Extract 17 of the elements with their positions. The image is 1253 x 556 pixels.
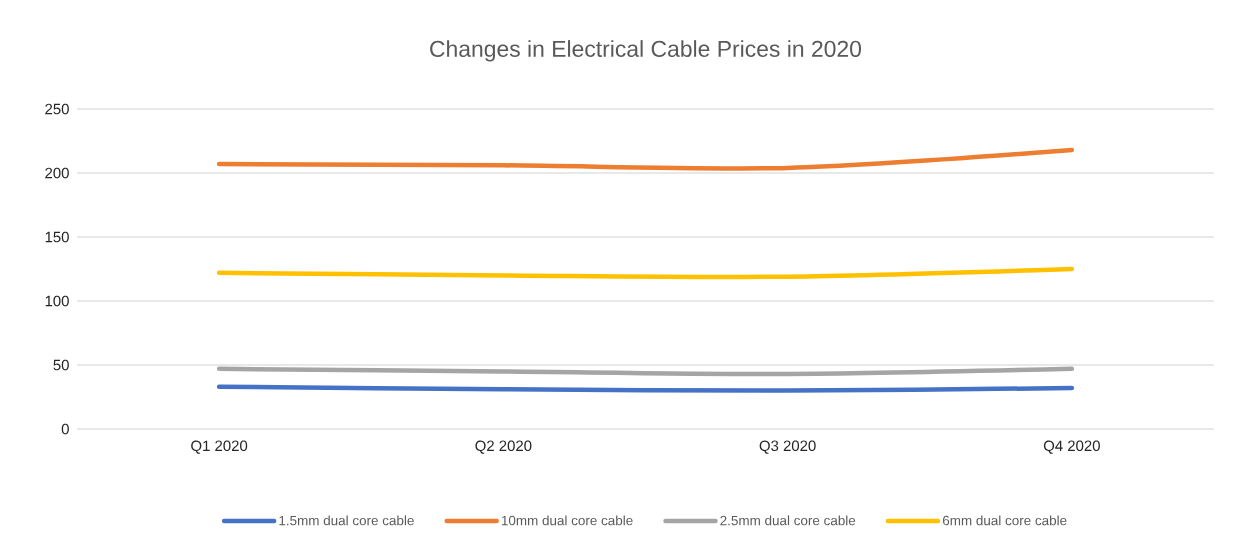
line-series xyxy=(216,147,1075,171)
y-tick-label: 100 xyxy=(45,295,69,307)
x-tick-label: Q3 2020 xyxy=(759,440,816,454)
line-series xyxy=(216,266,1075,280)
y-tick-label: 0 xyxy=(61,423,69,435)
x-tick-label: Q1 2020 xyxy=(191,440,248,454)
legend-label: 10mm dual core cable xyxy=(501,515,633,526)
y-tick-label: 150 xyxy=(45,231,69,243)
chart-title: Changes in Electrical Cable Prices in 2020 xyxy=(430,40,862,62)
legend-label: 2.5mm dual core cable xyxy=(720,515,856,526)
y-tick-label: 200 xyxy=(45,167,69,179)
y-tick-label: 250 xyxy=(45,103,69,115)
y-tick-label: 50 xyxy=(53,359,69,371)
legend-label: 6mm dual core cable xyxy=(942,515,1067,526)
x-tick-label: Q2 2020 xyxy=(475,440,532,454)
legend-label: 1.5mm dual core cable xyxy=(279,515,414,526)
x-tick-label: Q4 2020 xyxy=(1043,440,1100,454)
